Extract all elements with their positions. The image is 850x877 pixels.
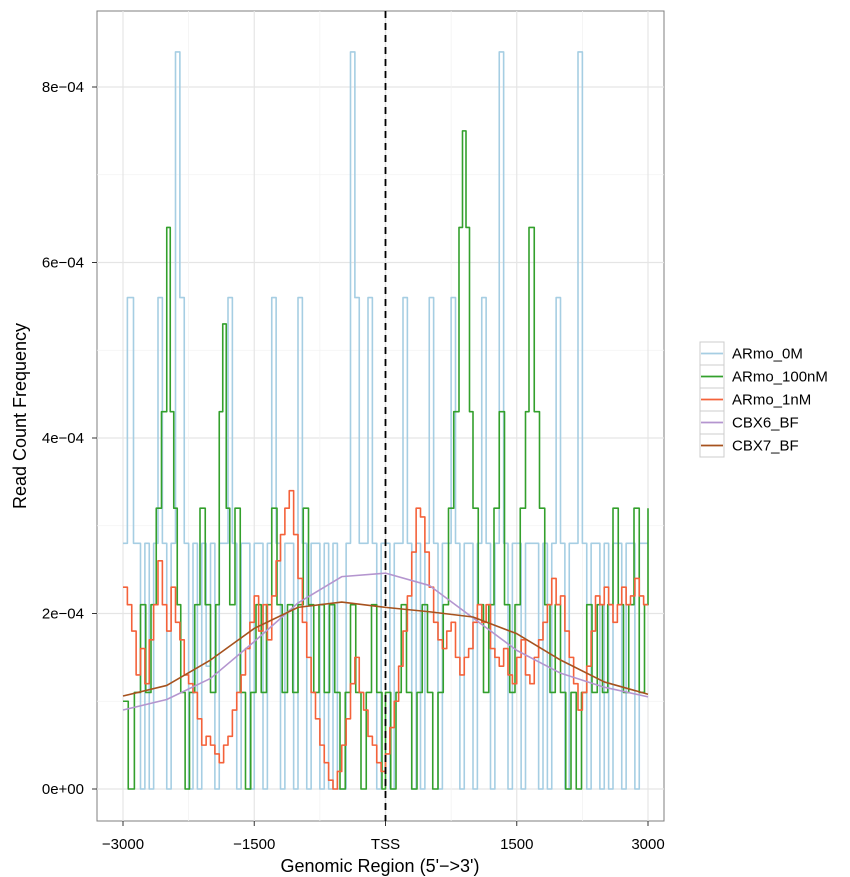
y-tick-label: 2e−04 <box>42 606 84 623</box>
series-line-cbx6-bf <box>122 572 649 711</box>
y-tick-label: 8e−04 <box>42 79 84 96</box>
x-axis-ticks: −3000 −1500 TSS 1500 3000 <box>102 821 665 853</box>
y-tick-label: 6e−04 <box>42 255 84 272</box>
x-axis-title: Genomic Region (5'−>3') <box>281 856 480 876</box>
legend-label: ARmo_1nM <box>732 392 811 409</box>
series-line-cbx7-bf <box>122 601 649 697</box>
x-tick-label: −3000 <box>102 836 144 853</box>
y-axis-title: Read Count Frequency <box>10 323 30 509</box>
legend-label: CBX7_BF <box>732 438 799 455</box>
legend: ARmo_0M ARmo_100nM ARmo_1nM CBX6_BF CBX7_BF <box>699 341 828 458</box>
x-tick-label: 3000 <box>631 836 664 853</box>
x-tick-label: TSS <box>371 836 400 853</box>
series-line-armo-0m <box>123 51 648 790</box>
x-tick-label: −1500 <box>233 836 275 853</box>
series-line-armo-1nm <box>123 489 648 790</box>
x-tick-label: 1500 <box>500 836 533 853</box>
series-lines <box>122 51 649 790</box>
y-tick-label: 0e+00 <box>42 781 84 798</box>
legend-label: ARmo_100nM <box>732 369 828 386</box>
legend-label: ARmo_0M <box>732 346 803 363</box>
y-tick-label: 4e−04 <box>42 430 84 447</box>
legend-label: CBX6_BF <box>732 415 799 432</box>
y-axis-ticks: 0e+00 2e−04 4e−04 6e−04 8e−04 <box>42 79 97 798</box>
